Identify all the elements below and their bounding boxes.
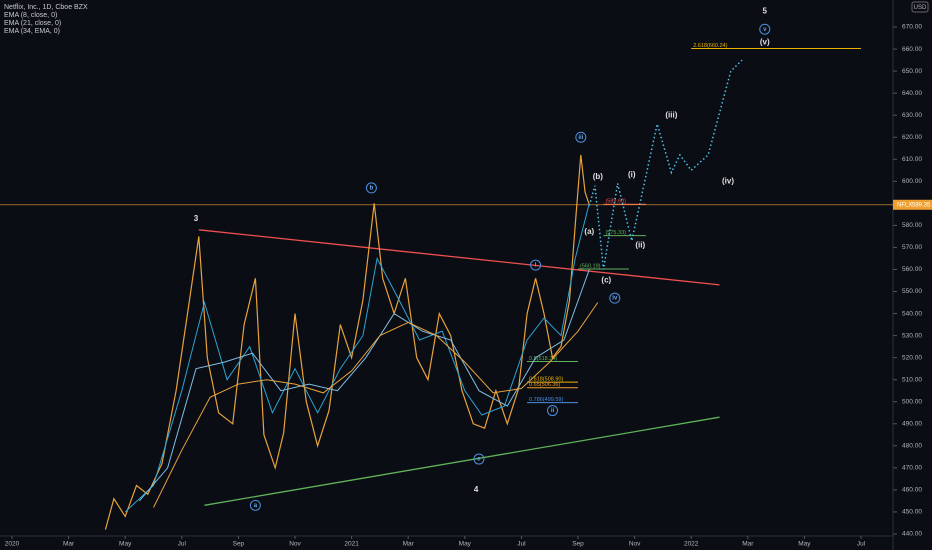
y-tick-label: 510.00 [902,376,922,383]
wave-label: (c) [601,276,611,285]
x-tick-label: Mar [742,541,754,548]
price-tag [893,199,932,210]
y-tick-label: 550.00 [902,288,922,295]
x-tick-label: Mar [63,541,75,548]
y-tick-label: 480.00 [902,443,922,450]
fib-label: 0.5(518.24) [529,356,557,362]
wave-label: 5 [763,7,768,16]
y-tick-label: 540.00 [902,310,922,317]
y-tick-label: 580.00 [902,222,922,229]
x-tick-label: 2022 [684,541,699,548]
wave-label: c [477,457,481,463]
fib-label: (560.19) [580,264,601,270]
currency[interactable]: USD [914,5,927,11]
x-tick-label: Mar [403,541,415,548]
wave-label: v [763,27,767,33]
indicator: EMA (8, close, 0) [4,12,57,19]
wave-label: i [535,263,537,269]
fib-label: (589.60) [605,199,626,205]
y-tick-label: 490.00 [902,421,922,428]
x-tick-label: May [798,541,811,548]
wave-label: 3 [194,214,199,223]
x-tick-label: Nov [629,541,641,548]
wave-label: 4 [474,485,479,494]
wave-label: (i) [628,170,636,179]
wave-circle [609,292,621,304]
wave-label: iv [612,296,618,302]
x-tick-label: 2021 [344,541,359,548]
chart-title: Netflix, Inc., 1D, Cboe BZX [4,4,88,11]
y-tick-label: 610.00 [902,156,922,163]
fib-label: 0.65(506.36) [529,382,560,388]
series-line [104,154,590,530]
wave-label: iii [578,135,583,141]
fib-label: (575.33) [605,230,626,236]
y-tick-label: 640.00 [902,90,922,97]
wave-circle [249,499,261,511]
y-tick-label: 670.00 [902,24,922,31]
wave-label: ii [551,408,555,414]
y-tick-label: 650.00 [902,68,922,75]
series-line [153,302,599,508]
series-line [124,203,590,513]
trendline [204,416,720,506]
x-tick-label: Sep [572,541,584,548]
y-tick-label: 560.00 [902,266,922,273]
price-tag-name: NFLX [897,202,912,208]
wave-circle [530,259,542,271]
wave-circle [547,405,559,417]
y-tick-label: 520.00 [902,354,922,361]
wave-circle [759,23,771,35]
indicator: EMA (34, EMA, 0) [4,28,60,35]
y-tick-label: 600.00 [902,178,922,185]
wave-label: (ii) [635,240,645,249]
wave-label: (iii) [665,110,677,119]
wave-label: a [254,503,258,509]
y-tick-label: 460.00 [902,487,922,494]
y-tick-label: 530.00 [902,332,922,339]
price-tag-value: 589.35 [912,202,931,208]
trendline [198,229,720,286]
x-tick-label: 2020 [5,541,20,548]
wave-circle [575,131,587,143]
wave-label: (a) [584,227,594,236]
y-tick-label: 470.00 [902,465,922,472]
y-tick-label: 630.00 [902,112,922,119]
wave-label: b [370,185,374,191]
y-tick-label: 570.00 [902,244,922,251]
x-tick-label: Jul [857,541,866,548]
y-tick-label: 660.00 [902,46,922,53]
fib-label: 0.786(499.59) [529,397,563,403]
x-tick-label: Jul [517,541,526,548]
wave-label: (iv) [722,176,734,185]
wave-circle [473,453,485,465]
wave-label: (b) [593,172,604,181]
projection [588,59,743,270]
x-tick-label: Nov [289,541,301,548]
wave-label: (v) [760,38,770,47]
indicator: EMA (21, close, 0) [4,20,61,27]
series-line [138,269,590,502]
y-tick-label: 620.00 [902,134,922,141]
wave-circle [365,182,377,194]
fib-label: 2.618(660.24) [693,43,727,49]
fib-label: 0.618(508.90) [529,377,563,383]
y-tick-label: 500.00 [902,398,922,405]
x-tick-label: May [459,541,472,548]
y-tick-label: 440.00 [902,531,922,538]
x-tick-label: Sep [233,541,245,548]
x-tick-label: Jul [178,541,187,548]
x-tick-label: May [119,541,132,548]
y-tick-label: 450.00 [902,509,922,516]
currency-box[interactable] [911,1,929,13]
